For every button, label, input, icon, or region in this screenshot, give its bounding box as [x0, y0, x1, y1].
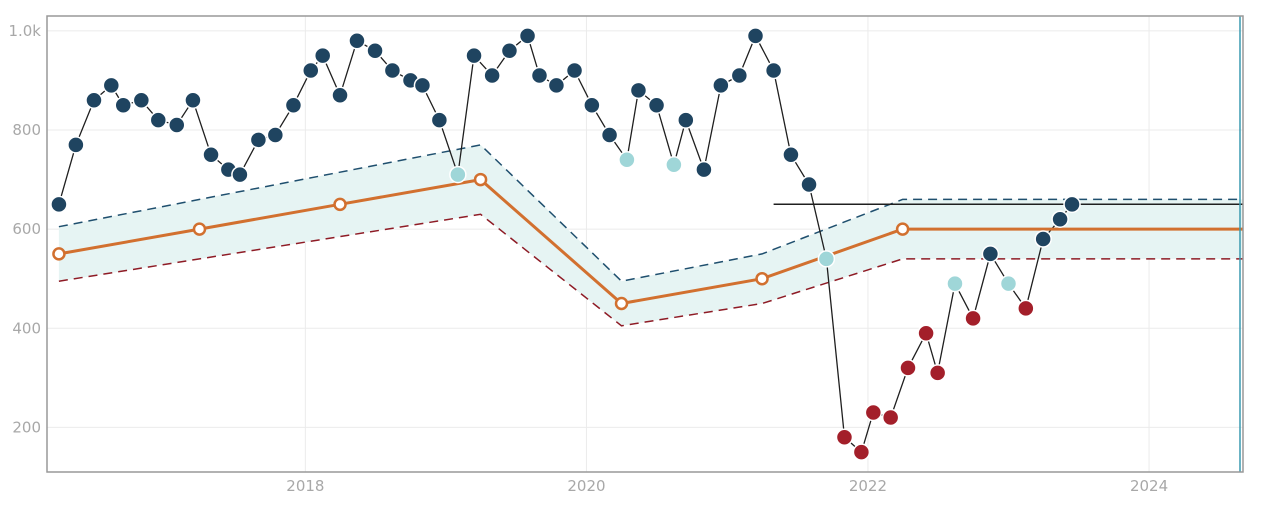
observed-point [600, 126, 619, 144]
y-tick-label: 1.0k [8, 22, 41, 40]
observed-point [618, 150, 636, 169]
observed-point [695, 160, 713, 179]
baseline-point [755, 271, 769, 286]
plot-frame [46, 15, 1244, 473]
baseline-line [58, 177, 1243, 306]
observed-point [518, 27, 537, 45]
observed-point [712, 76, 730, 95]
x-tick-label: 2022 [849, 477, 887, 495]
observed-point [964, 309, 982, 328]
upper-band-line [58, 144, 1243, 283]
observed-point [881, 408, 900, 427]
observed-point [85, 91, 103, 110]
observed-point [1051, 210, 1069, 228]
observed-point [547, 76, 566, 95]
observed-point [266, 126, 285, 144]
observed-point [629, 81, 648, 100]
observed-point [864, 403, 883, 422]
observed-point [852, 443, 871, 461]
observed-point [449, 165, 467, 184]
baseline-point [333, 197, 347, 212]
observed-point [677, 111, 695, 129]
observed-point [184, 91, 202, 110]
confidence-band [58, 144, 1243, 326]
observed-point [413, 76, 432, 95]
observed-point [817, 250, 836, 268]
observed-point [730, 66, 749, 85]
observed-point [1063, 195, 1081, 214]
observed-point [782, 146, 800, 164]
observed-point [132, 91, 151, 110]
observed-point [746, 27, 765, 45]
observed-point [202, 146, 220, 164]
baseline-point [473, 172, 488, 187]
observed-point [383, 61, 402, 80]
baseline-point [614, 296, 629, 311]
observed-point [284, 96, 303, 114]
observed-point [331, 86, 349, 105]
observed-point [231, 165, 249, 184]
observed-point [168, 116, 186, 134]
observed-point [302, 61, 320, 80]
x-tick-label: 2024 [1130, 477, 1168, 495]
x-tick-label: 2020 [567, 477, 605, 495]
observed-point [1034, 230, 1052, 248]
observed-point [764, 61, 783, 80]
observed-point [348, 32, 366, 50]
observed-point [917, 324, 935, 342]
observed-point [249, 131, 268, 149]
observed-point [530, 66, 549, 85]
baseline-point [895, 222, 910, 236]
observed-point [149, 111, 168, 129]
observed-point [1017, 299, 1035, 318]
observed-point [800, 175, 818, 194]
y-tick-label: 600 [12, 220, 41, 238]
observed-point [67, 136, 85, 154]
y-tick-label: 400 [12, 319, 41, 337]
observed-point [899, 359, 917, 377]
observed-point [999, 274, 1018, 293]
observed-point [928, 364, 947, 382]
x-tick-label: 2018 [286, 477, 324, 495]
observed-point [465, 46, 483, 65]
observed-point [565, 61, 584, 80]
observed-point [981, 245, 1000, 263]
observed-point [500, 41, 519, 60]
observed-point [583, 96, 601, 114]
observed-point [102, 76, 121, 95]
observed-point [430, 111, 449, 129]
observed-point [483, 66, 501, 85]
observed-point [647, 96, 666, 114]
baseline-point [52, 247, 66, 261]
observed-point [50, 195, 68, 214]
observed-point [313, 46, 332, 65]
observed-point [946, 274, 964, 293]
y-tick-label: 200 [12, 418, 41, 436]
observed-point [665, 155, 683, 174]
baseline-point [192, 222, 207, 236]
observed-point [835, 428, 854, 447]
observed-point [114, 96, 132, 114]
observed-point [366, 41, 384, 60]
y-tick-label: 800 [12, 121, 41, 139]
lower-band-line [58, 213, 1243, 327]
